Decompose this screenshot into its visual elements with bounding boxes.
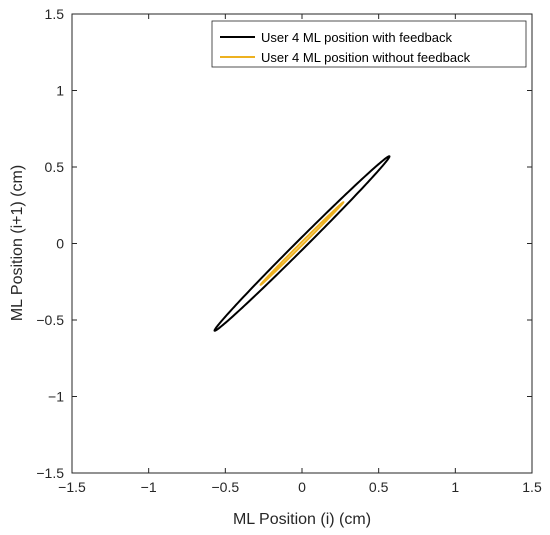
legend-label-without-feedback: User 4 ML position without feedback bbox=[261, 50, 471, 65]
y-tick-label: 0.5 bbox=[45, 159, 65, 175]
legend-label-with-feedback: User 4 ML position with feedback bbox=[261, 30, 453, 45]
y-tick-label: 0 bbox=[56, 236, 64, 252]
x-tick-label: 0.5 bbox=[369, 479, 389, 495]
x-axis-title: ML Position (i) (cm) bbox=[233, 511, 371, 528]
legend: User 4 ML position with feedback User 4 … bbox=[211, 20, 527, 68]
y-tick-labels: −1.5 −1 −0.5 0 0.5 1 1.5 bbox=[36, 6, 64, 481]
legend-box bbox=[211, 20, 527, 68]
tick-marks bbox=[71, 13, 533, 474]
series-layer bbox=[213, 155, 391, 332]
series-ellipse-1 bbox=[259, 201, 345, 286]
y-tick-label: 1.5 bbox=[45, 6, 65, 22]
x-tick-labels: −1.5 −1 −0.5 0 0.5 1 1.5 bbox=[58, 479, 542, 495]
x-tick-label: −0.5 bbox=[212, 479, 240, 495]
y-tick-label: 1 bbox=[56, 83, 64, 99]
y-tick-label: −0.5 bbox=[36, 312, 64, 328]
x-tick-label: −1 bbox=[141, 479, 157, 495]
y-tick-label: −1.5 bbox=[36, 465, 64, 481]
x-tick-label: 0 bbox=[298, 479, 306, 495]
series-ellipse-0 bbox=[213, 155, 391, 332]
y-axis-title: ML Position (i+1) (cm) bbox=[9, 165, 26, 321]
x-tick-label: 1 bbox=[451, 479, 459, 495]
x-tick-label: −1.5 bbox=[58, 479, 86, 495]
x-tick-label: 1.5 bbox=[522, 479, 542, 495]
plot-area bbox=[71, 13, 533, 474]
y-tick-label: −1 bbox=[48, 389, 64, 405]
